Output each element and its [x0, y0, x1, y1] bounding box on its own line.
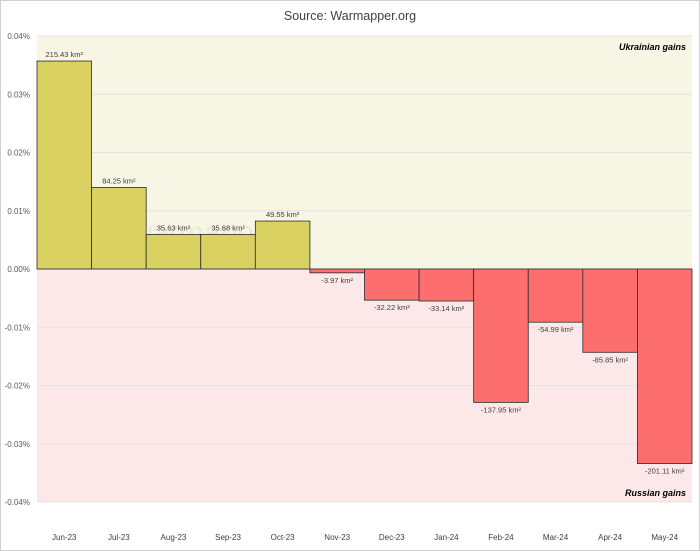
x-tick-label: Sep-23 [215, 533, 241, 542]
x-tick-label: Aug-23 [161, 533, 187, 542]
bar [364, 268, 420, 301]
data-label: 35.63 km² [157, 223, 191, 232]
x-tick-label: Jun-23 [52, 533, 77, 542]
data-label: 215.43 km² [46, 50, 84, 59]
y-tick-label: 0.02% [7, 149, 30, 158]
y-tick-label: 0.01% [7, 207, 30, 216]
data-label: 84.25 km² [102, 176, 136, 185]
y-tick-label: -0.04% [5, 498, 30, 507]
x-tick-label: Nov-23 [324, 533, 350, 542]
data-label: -54.99 km² [538, 325, 574, 334]
y-tick-label: -0.01% [5, 323, 30, 332]
bar [527, 268, 584, 323]
bar [473, 268, 529, 403]
bar [309, 268, 365, 274]
bar [91, 187, 147, 270]
y-tick-label: -0.02% [5, 382, 30, 391]
chart-title: Source: Warmapper.org [284, 9, 416, 23]
x-tick-label: Jan-24 [434, 533, 459, 542]
y-tick-label: -0.03% [5, 440, 30, 449]
y-tick-label: 0.04% [7, 32, 30, 41]
data-label: -201.11 km² [645, 467, 685, 476]
y-tick-label: 0.03% [7, 90, 30, 99]
x-tick-label: Mar-24 [543, 533, 569, 542]
x-tick-label: Dec-23 [379, 533, 405, 542]
data-label: 49.55 km² [266, 210, 300, 219]
x-tick-label: Apr-24 [598, 533, 623, 542]
x-tick-label: Oct-23 [271, 533, 296, 542]
data-label: -85.85 km² [592, 355, 628, 364]
positive-region-label: Ukrainian gains [619, 42, 686, 52]
data-label: -137.95 km² [481, 405, 522, 414]
bar [418, 268, 475, 302]
bar [582, 268, 638, 353]
data-label: -33.14 km² [428, 304, 464, 313]
bar [36, 60, 92, 270]
data-label: -3.97 km² [321, 276, 353, 285]
x-tick-label: May-24 [651, 533, 678, 542]
y-tick-label: 0.00% [7, 265, 30, 274]
negative-region-label: Russian gains [625, 488, 686, 498]
x-tick-label: Jul-23 [108, 533, 130, 542]
bar [145, 233, 202, 270]
bar [637, 268, 693, 464]
bar [254, 220, 311, 270]
data-label: 35.68 km² [211, 223, 245, 232]
bar [200, 233, 256, 270]
data-label: -32.22 km² [374, 303, 410, 312]
x-tick-label: Feb-24 [488, 533, 514, 542]
